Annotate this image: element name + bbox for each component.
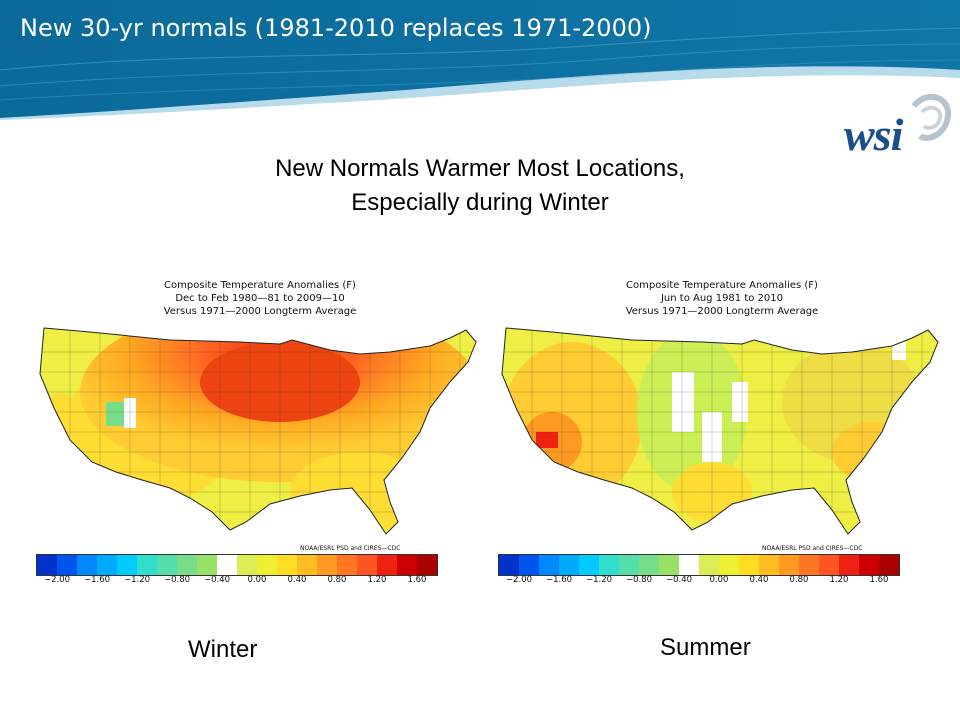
subtitle-line-2: Especially during Winter xyxy=(351,189,609,216)
map-title-line-3: Versus 1971—2000 Longterm Average xyxy=(163,306,357,317)
slide-header: New 30-yr normals (1981-2010 replaces 19… xyxy=(0,0,960,122)
colorbar-swatch xyxy=(57,555,77,575)
colorbar-swatch xyxy=(237,555,257,575)
colorbar-swatch xyxy=(679,555,699,575)
colorbar xyxy=(498,554,900,576)
colorbar-tick-label: −2.00 xyxy=(505,575,533,585)
colorbar-swatch xyxy=(779,555,799,575)
colorbar-tick-label: −1.20 xyxy=(123,575,151,585)
colorbar-tick-label: −1.20 xyxy=(585,575,613,585)
wsi-swirl-logo-icon xyxy=(911,94,952,141)
colorbar-swatch xyxy=(519,555,539,575)
colorbar-swatch xyxy=(639,555,659,575)
climate-division-boundaries xyxy=(502,328,938,534)
logo-text: wsi xyxy=(844,109,903,160)
summer-anomaly-map xyxy=(501,327,939,535)
colorbar-swatch xyxy=(659,555,679,575)
colorbar-swatch xyxy=(77,555,97,575)
colorbar-swatch xyxy=(719,555,739,575)
wsi-logo: wsi xyxy=(836,92,952,162)
slide-title: New 30-yr normals (1981-2010 replaces 19… xyxy=(20,14,652,42)
colorbar-swatch xyxy=(397,555,417,575)
colorbar-swatch xyxy=(157,555,177,575)
colorbar-tick-label: 0.80 xyxy=(789,575,809,585)
summer-caption: Summer xyxy=(660,634,751,661)
data-credit: NOAA/ESRL PSD and CIRES—CDC xyxy=(762,545,863,552)
colorbar-swatch xyxy=(217,555,237,575)
colorbar-tick-label: 1.60 xyxy=(869,575,889,585)
winter-map-fill xyxy=(40,328,476,534)
subtitle-line-1: New Normals Warmer Most Locations, xyxy=(275,155,685,182)
colorbar-swatch xyxy=(499,555,519,575)
colorbar-swatch xyxy=(559,555,579,575)
colorbar-swatch xyxy=(257,555,277,575)
header-wave-background xyxy=(0,0,960,120)
colorbar-ticks: −2.00 −1.60 −1.20 −0.80 −0.40 0.00 0.40 0.80 1.2… xyxy=(36,575,476,587)
colorbar-swatch xyxy=(579,555,599,575)
colorbar-tick-label: 0.00 xyxy=(247,575,267,585)
colorbar-tick-label: −0.40 xyxy=(203,575,231,585)
colorbar-tick-label: −0.80 xyxy=(625,575,653,585)
colorbar-swatch xyxy=(197,555,217,575)
colorbar-swatch xyxy=(599,555,619,575)
map-title-line-1: Composite Temperature Anomalies (F) xyxy=(626,280,818,291)
colorbar-swatch xyxy=(297,555,317,575)
colorbar-tick-label: 0.40 xyxy=(287,575,307,585)
map-title-line-2: Jun to Aug 1981 to 2010 xyxy=(660,293,784,304)
colorbar-swatch xyxy=(177,555,197,575)
colorbar-swatch xyxy=(739,555,759,575)
winter-caption: Winter xyxy=(188,636,258,663)
colorbar-tick-label: 0.40 xyxy=(749,575,769,585)
colorbar-swatch xyxy=(357,555,377,575)
colorbar-ticks: −2.00 −1.60 −1.20 −0.80 −0.40 0.00 0.40 0.80 1.2… xyxy=(498,575,938,587)
colorbar-swatch xyxy=(417,555,437,575)
slide-subtitle: New Normals Warmer Most Locations, Espec… xyxy=(160,152,800,220)
colorbar-swatch xyxy=(137,555,157,575)
map-title-line-1: Composite Temperature Anomalies (F) xyxy=(164,280,356,291)
colorbar-tick-label: −0.40 xyxy=(665,575,693,585)
colorbar-swatch xyxy=(277,555,297,575)
summer-map-panel: Composite Temperature Anomalies (F) Jun … xyxy=(492,262,952,588)
winter-map-panel: Composite Temperature Anomalies (F) Dec … xyxy=(30,262,490,588)
summer-map-fill xyxy=(502,328,938,534)
colorbar-tick-label: 0.00 xyxy=(709,575,729,585)
colorbar-tick-label: 1.20 xyxy=(367,575,387,585)
colorbar-tick-label: −0.80 xyxy=(163,575,191,585)
colorbar-swatch xyxy=(859,555,879,575)
map-title-line-2: Dec to Feb 1980—81 to 2009—10 xyxy=(175,293,345,304)
colorbar-swatch xyxy=(819,555,839,575)
data-credit: NOAA/ESRL PSD and CIRES—CDC xyxy=(300,545,401,552)
colorbar-swatch xyxy=(117,555,137,575)
colorbar-swatch xyxy=(839,555,859,575)
colorbar-swatch xyxy=(759,555,779,575)
colorbar-tick-label: −2.00 xyxy=(43,575,71,585)
colorbar-swatch xyxy=(97,555,117,575)
colorbar-swatch xyxy=(799,555,819,575)
colorbar-tick-label: 1.20 xyxy=(829,575,849,585)
colorbar-swatch xyxy=(879,555,899,575)
colorbar-swatch xyxy=(377,555,397,575)
colorbar-tick-label: −1.60 xyxy=(545,575,573,585)
colorbar-tick-label: 1.60 xyxy=(407,575,427,585)
colorbar-swatch xyxy=(619,555,639,575)
colorbar-swatch xyxy=(699,555,719,575)
colorbar-swatch xyxy=(337,555,357,575)
map-title-line-3: Versus 1971—2000 Longterm Average xyxy=(625,306,819,317)
colorbar xyxy=(36,554,438,576)
colorbar-tick-label: −1.60 xyxy=(83,575,111,585)
colorbar-swatch xyxy=(37,555,57,575)
colorbar-swatch xyxy=(539,555,559,575)
colorbar-tick-label: 0.80 xyxy=(327,575,347,585)
winter-anomaly-map xyxy=(39,327,477,535)
colorbar-swatch xyxy=(317,555,337,575)
